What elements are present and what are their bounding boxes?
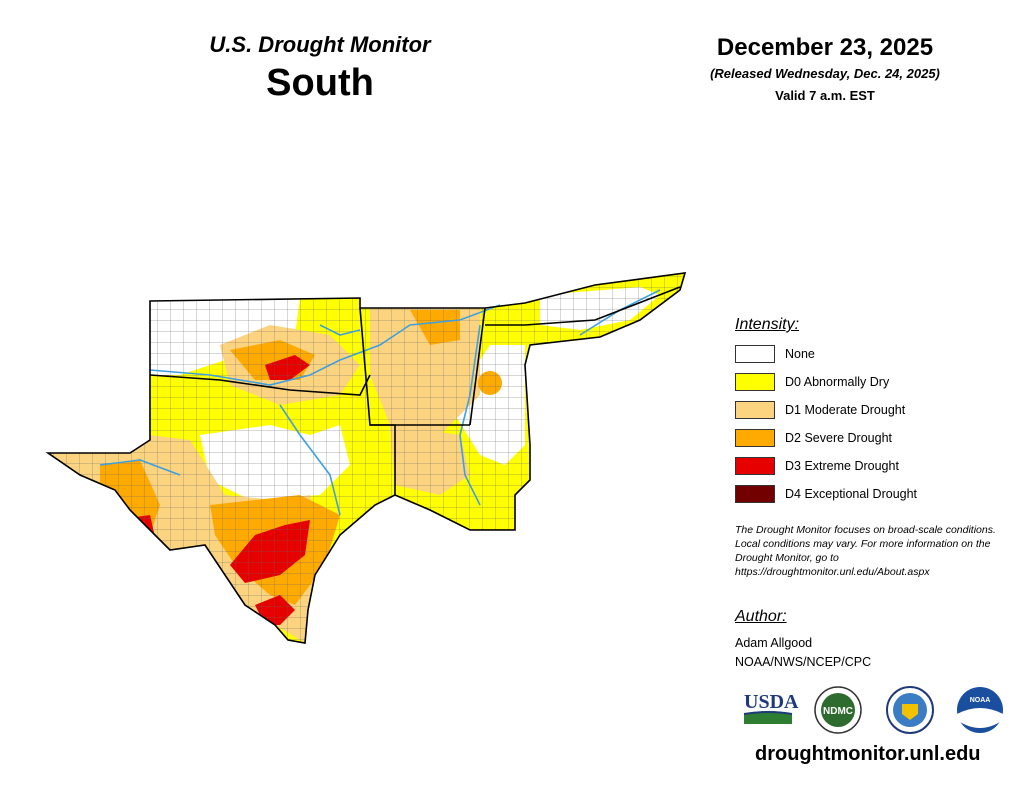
legend-swatch-d2 <box>735 429 775 447</box>
ndmc-logo: NDMC <box>814 686 862 734</box>
red-arkansas-river <box>149 304 501 386</box>
legend-label-d1: D1 Moderate Drought <box>785 403 906 417</box>
noaa-logo-text: NOAA <box>970 697 991 704</box>
legend-item-d1: D1 Moderate Drought <box>735 399 905 421</box>
rio-grande-river <box>99 459 181 476</box>
legend-swatch-d0 <box>735 373 775 391</box>
brazos-river <box>279 404 341 516</box>
legend-item-none: None <box>735 343 815 365</box>
author-title: Author: <box>735 608 787 625</box>
legend-item-d4: D4 Exceptional Drought <box>735 483 917 505</box>
legend-label-d3: D3 Extreme Drought <box>785 459 899 473</box>
legend-item-d3: D3 Extreme Drought <box>735 455 899 477</box>
author-name: Adam Allgood <box>735 636 813 650</box>
legend-label-d0: D0 Abnormally Dry <box>785 375 890 389</box>
ndmc-logo-text: NDMC <box>823 706 853 717</box>
legend-label-none: None <box>785 347 815 361</box>
arkansas-mississippi-border <box>469 307 486 426</box>
legend-swatch-d1 <box>735 401 775 419</box>
noaa-logo: NOAA <box>957 687 1003 733</box>
website-link[interactable]: droughtmonitor.unl.edu <box>755 743 981 765</box>
map-date: December 23, 2025 <box>716 34 934 61</box>
tennessee-south-border <box>524 286 681 326</box>
doc-seal-logo <box>886 686 934 734</box>
map-title: U.S. Drought Monitor <box>209 32 431 57</box>
drought-monitor-note: The Drought Monitor focuses on broad-sca… <box>735 524 996 578</box>
rivers <box>99 289 661 516</box>
release-date: (Released Wednesday, Dec. 24, 2025) <box>710 66 940 81</box>
valid-time: Valid 7 a.m. EST <box>775 88 875 103</box>
red-river-border <box>149 374 371 396</box>
usda-logo: USDA <box>743 691 799 724</box>
big-bend-d4-area <box>125 533 152 549</box>
canadian-river <box>319 324 361 336</box>
mississippi-river <box>459 324 481 506</box>
legend-label-d2: D2 Severe Drought <box>785 431 893 445</box>
drought-map <box>47 272 686 644</box>
legend-item-d0: D0 Abnormally Dry <box>735 371 889 393</box>
legend-title: Intensity: <box>735 316 800 333</box>
legend-swatch-none <box>735 345 775 363</box>
legend-swatch-d3 <box>735 457 775 475</box>
legend-item-d2: D2 Severe Drought <box>735 427 892 449</box>
state-boundaries <box>47 272 686 644</box>
legend-swatch-d4 <box>735 485 775 503</box>
author-org: NOAA/NWS/NCEP/CPC <box>735 655 872 669</box>
usda-logo-text: USDA <box>744 691 799 713</box>
region-title: South <box>266 62 374 104</box>
legend-label-d4: D4 Exceptional Drought <box>785 487 918 501</box>
partner-logos: USDA NDMC NOAA <box>743 686 1003 734</box>
